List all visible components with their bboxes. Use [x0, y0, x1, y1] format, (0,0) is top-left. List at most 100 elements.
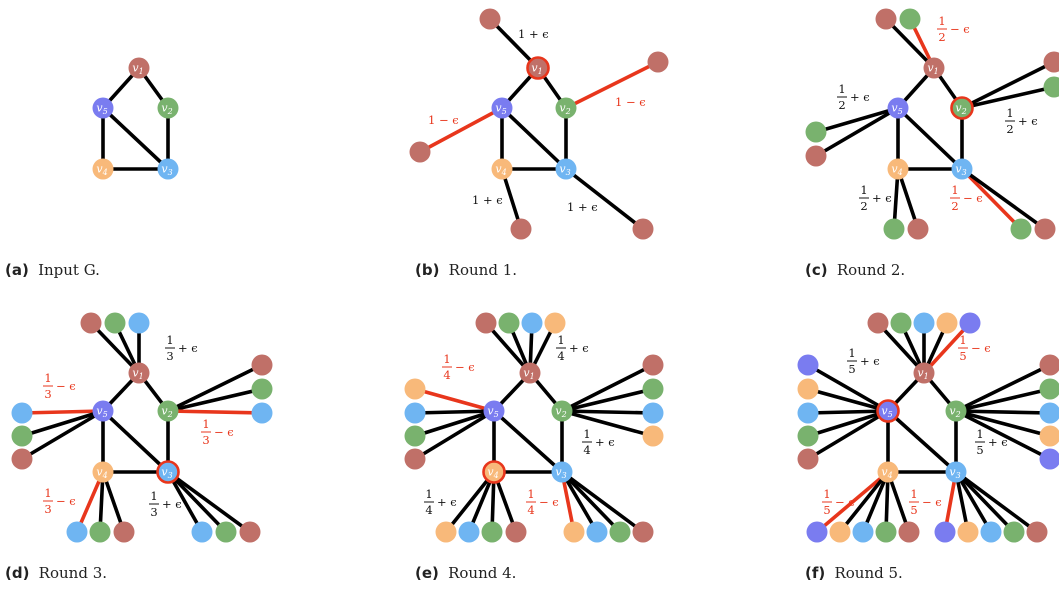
pendant-node: [215, 521, 237, 543]
edge-weight-fraction: 1 2 − ϵ: [950, 183, 983, 213]
pendant-node: [1034, 218, 1056, 240]
edges: [101, 66, 170, 171]
pendant-node: [113, 521, 135, 543]
pendant-node: [980, 521, 1002, 543]
node-v5: [92, 400, 114, 422]
pendant-node: [239, 521, 261, 543]
edge-labels: 1 4 + ϵ 1 4 − ϵ 1 4 + ϵ 1 4 + ϵ 1 4 − ϵ: [424, 333, 615, 517]
edge: [560, 470, 645, 534]
edge: [413, 409, 496, 415]
fraction-numerator: 1: [959, 333, 966, 347]
fraction-tail: − ϵ: [922, 495, 942, 509]
pendant-node: [404, 448, 426, 470]
fraction-tail: + ϵ: [162, 497, 182, 511]
pendant-node: [797, 378, 819, 400]
panel-b: v1 v2 v3 v4 v5 1 + ϵ 1 − ϵ 1 − ϵ 1 + ϵ 1 + ϵ (b) R…: [409, 8, 669, 279]
pendant-node: [498, 312, 520, 334]
fraction-tail: + ϵ: [437, 495, 457, 509]
pendant-node: [875, 8, 897, 30]
edge: [884, 17, 936, 70]
fraction-numerator: 1: [951, 183, 958, 197]
panel-caption: (a) Input G.: [5, 261, 100, 279]
edge-weight-fraction: 1 2 + ϵ: [837, 82, 870, 112]
node-label: v5: [495, 102, 506, 117]
node-label: v2: [955, 102, 966, 117]
panel-caption: (b) Round 1.: [415, 261, 517, 279]
node-v5: [887, 97, 909, 119]
panel-caption: (c) Round 2.: [805, 261, 905, 279]
node-label: v1: [523, 367, 534, 382]
edge-weight-fraction: 1 3 + ϵ: [165, 333, 198, 363]
fraction-denominator: 2: [1006, 122, 1013, 136]
node-v3: [945, 461, 967, 483]
edge: [814, 106, 900, 158]
node-v3: [551, 461, 573, 483]
pendant-node: [907, 218, 929, 240]
pendant-node: [11, 402, 33, 424]
fraction-numerator: 1: [910, 487, 917, 501]
edge: [20, 409, 105, 438]
pendant-node: [642, 354, 664, 376]
fraction-numerator: 1: [202, 417, 209, 431]
edge-weight-fraction: 1 5 + ϵ: [847, 346, 880, 376]
matched-edge: [922, 321, 972, 375]
fraction-numerator: 1: [557, 333, 564, 347]
nodes: v1 v2 v3 v4 v5: [92, 57, 179, 180]
edge: [101, 106, 170, 171]
pendant-node: [479, 8, 501, 30]
node-label: v2: [555, 405, 566, 420]
node-label: v4: [881, 466, 892, 481]
pendant-node: [586, 521, 608, 543]
node-label: v3: [555, 466, 566, 481]
node-v4: [92, 158, 114, 180]
node-v2: [157, 97, 179, 119]
pendant-node: [852, 521, 874, 543]
edge-labels: 1 2 − ϵ 1 2 + ϵ 1 2 + ϵ 1 2 + ϵ 1 2 − ϵ: [837, 14, 1038, 213]
fraction-tail: + ϵ: [1018, 114, 1038, 128]
edge-weight-fraction: 1 4 + ϵ: [582, 427, 615, 457]
pendant-node: [458, 521, 480, 543]
pendant-node: [1026, 521, 1048, 543]
pendant-node: [128, 312, 150, 334]
pendant-node: [104, 312, 126, 334]
node-v5: [92, 97, 114, 119]
node-label: v3: [955, 163, 966, 178]
pendant-node: [475, 312, 497, 334]
fraction-tail: + ϵ: [860, 354, 880, 368]
edge-weight-fraction: 1 2 + ϵ: [859, 183, 892, 213]
pendant-node: [959, 312, 981, 334]
node-v2: [555, 97, 577, 119]
node-label: v4: [891, 163, 902, 178]
pendant-node: [642, 378, 664, 400]
edge: [500, 106, 568, 171]
pendant-node: [1043, 76, 1059, 98]
edge-weight-fraction: 1 5 − ϵ: [822, 487, 855, 517]
nodes: v1 v2 v3 v4 v5: [805, 8, 1059, 240]
node-label: v3: [161, 163, 172, 178]
edge-weight-fraction: 1 4 + ϵ: [556, 333, 589, 363]
fraction-numerator: 1: [166, 333, 173, 347]
edge: [954, 470, 1039, 534]
node-label: v4: [96, 163, 107, 178]
node-label: v3: [949, 466, 960, 481]
pendant-node: [404, 425, 426, 447]
fraction-tail: − ϵ: [455, 360, 475, 374]
pendant-node: [1039, 448, 1059, 470]
fraction-numerator: 1: [938, 14, 945, 28]
edge: [886, 409, 958, 474]
edge: [960, 85, 1056, 110]
edge: [954, 409, 1052, 461]
fraction-denominator: 5: [976, 443, 983, 457]
node-v3: [555, 158, 577, 180]
node-v5: [483, 400, 505, 422]
fraction-denominator: 3: [44, 387, 51, 401]
edge: [560, 470, 599, 534]
fraction-denominator: 4: [583, 443, 590, 457]
node-label: v1: [531, 62, 542, 77]
edge: [954, 470, 1016, 534]
fraction-denominator: 4: [443, 368, 450, 382]
pendant-node: [404, 402, 426, 424]
edge: [876, 321, 926, 375]
pendant-node: [505, 521, 527, 543]
edge: [806, 363, 890, 413]
